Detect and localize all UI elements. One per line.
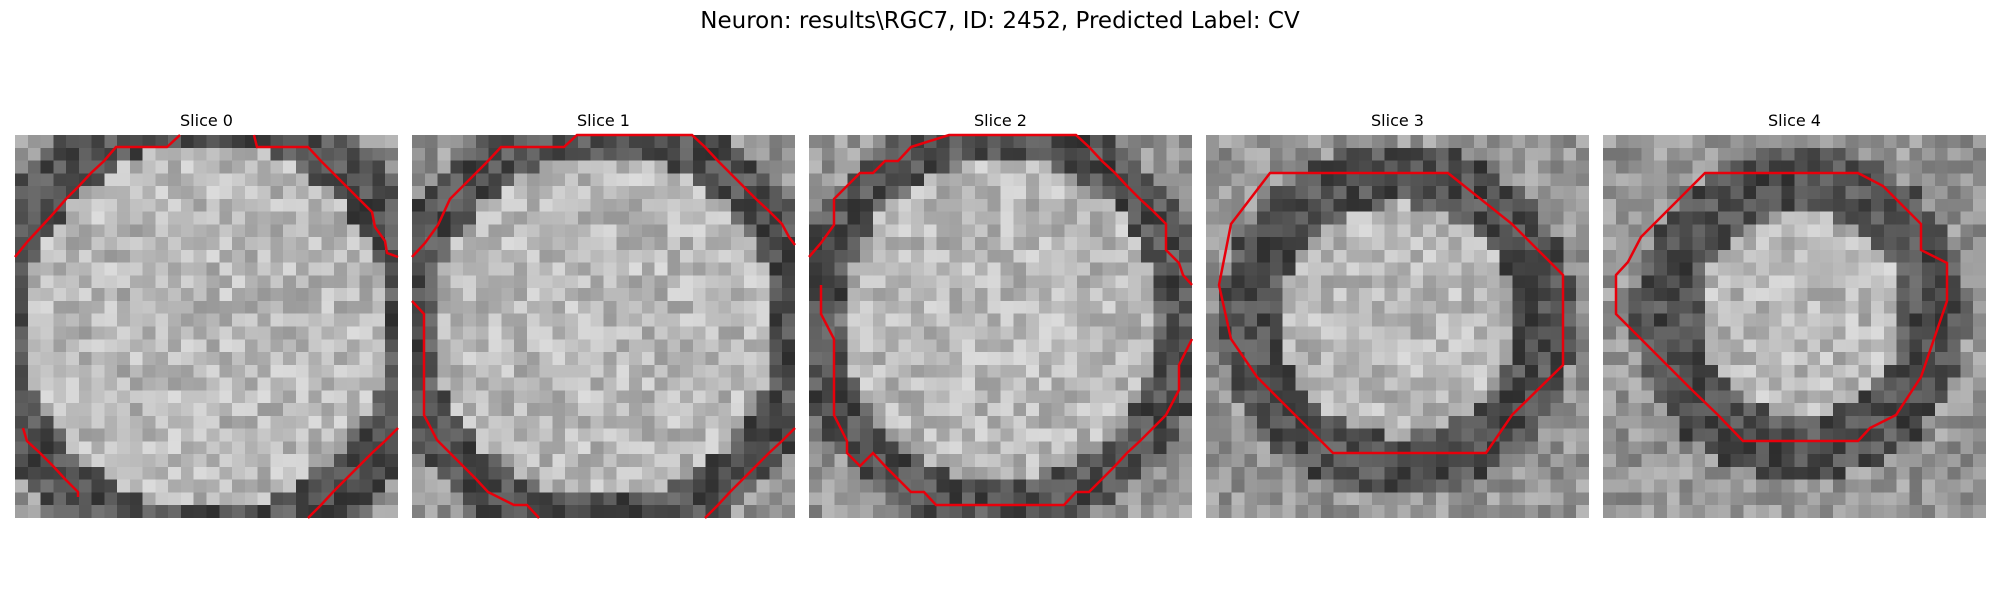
slice-image-4: [1603, 135, 1986, 518]
cell-contour-1: [411, 133, 796, 258]
slice-panel-1: Slice 1: [411, 110, 796, 519]
slice-panel-2: Slice 2: [808, 110, 1194, 518]
slice-title-3: Slice 3: [1371, 111, 1424, 130]
contour-overlay-4: [1614, 171, 1949, 443]
contour-overlay-0: [14, 134, 399, 519]
slice-panel-0: Slice 0: [14, 110, 399, 519]
slice-image-3: [1206, 135, 1589, 518]
cell-contour-0: [14, 134, 181, 258]
contour-overlay-3: [1217, 171, 1565, 455]
cell-contour-0d: [307, 427, 399, 519]
cell-contour-1b: [411, 300, 540, 519]
slice-title-2: Slice 2: [974, 111, 1027, 130]
cell-contour-1c: [704, 427, 796, 519]
figure-title: Neuron: results\RGC7, ID: 2452, Predicte…: [700, 8, 1300, 34]
cell-contour-2b: [819, 285, 1194, 507]
slice-panel-4: Slice 4: [1603, 110, 1986, 518]
cell-contour-0c: [21, 427, 80, 497]
cell-contour-2: [808, 133, 1193, 286]
slice-title-0: Slice 0: [180, 111, 233, 130]
slice-image-2: [808, 133, 1194, 518]
grayscale-slice-0: [15, 135, 398, 518]
cell-contour-0b: [252, 134, 399, 259]
slice-title-4: Slice 4: [1768, 111, 1821, 130]
slice-image-1: [411, 133, 796, 519]
slice-title-1: Slice 1: [577, 111, 630, 130]
contour-overlay-1: [411, 133, 796, 519]
grayscale-slice-1: [412, 135, 795, 518]
slice-image-0: [14, 134, 399, 519]
contour-overlay-2: [808, 133, 1194, 507]
cell-contour-3: [1217, 171, 1565, 455]
slice-panel-3: Slice 3: [1206, 110, 1589, 518]
grayscale-slice-4: [1603, 135, 1986, 518]
cell-contour-4: [1614, 171, 1949, 443]
